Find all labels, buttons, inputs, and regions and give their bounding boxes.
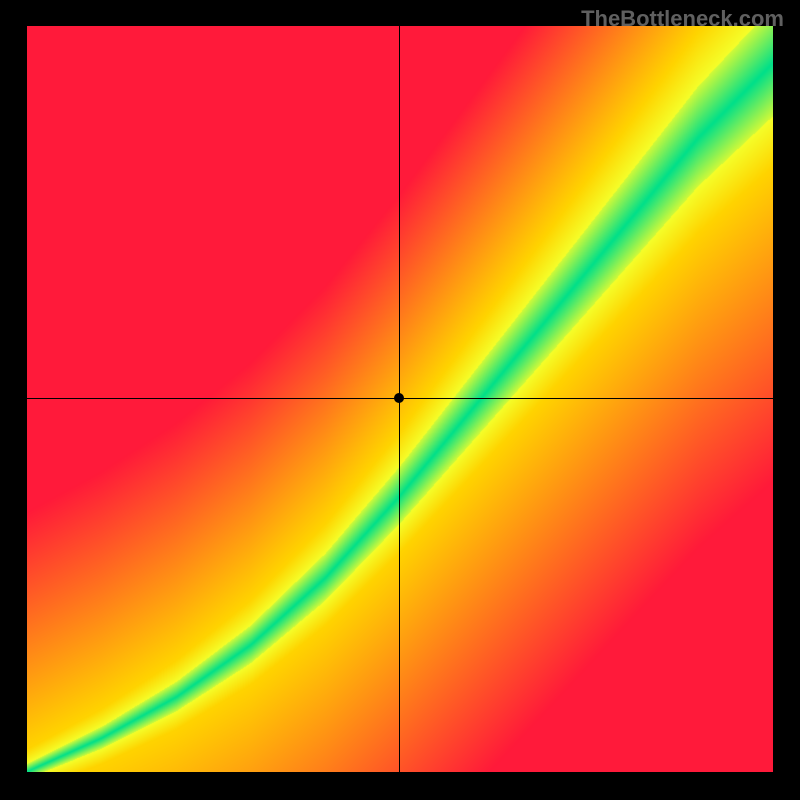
- plot-area: [27, 26, 773, 772]
- crosshair-marker: [394, 393, 404, 403]
- chart-container: TheBottleneck.com: [0, 0, 800, 800]
- watermark-text: TheBottleneck.com: [581, 6, 784, 32]
